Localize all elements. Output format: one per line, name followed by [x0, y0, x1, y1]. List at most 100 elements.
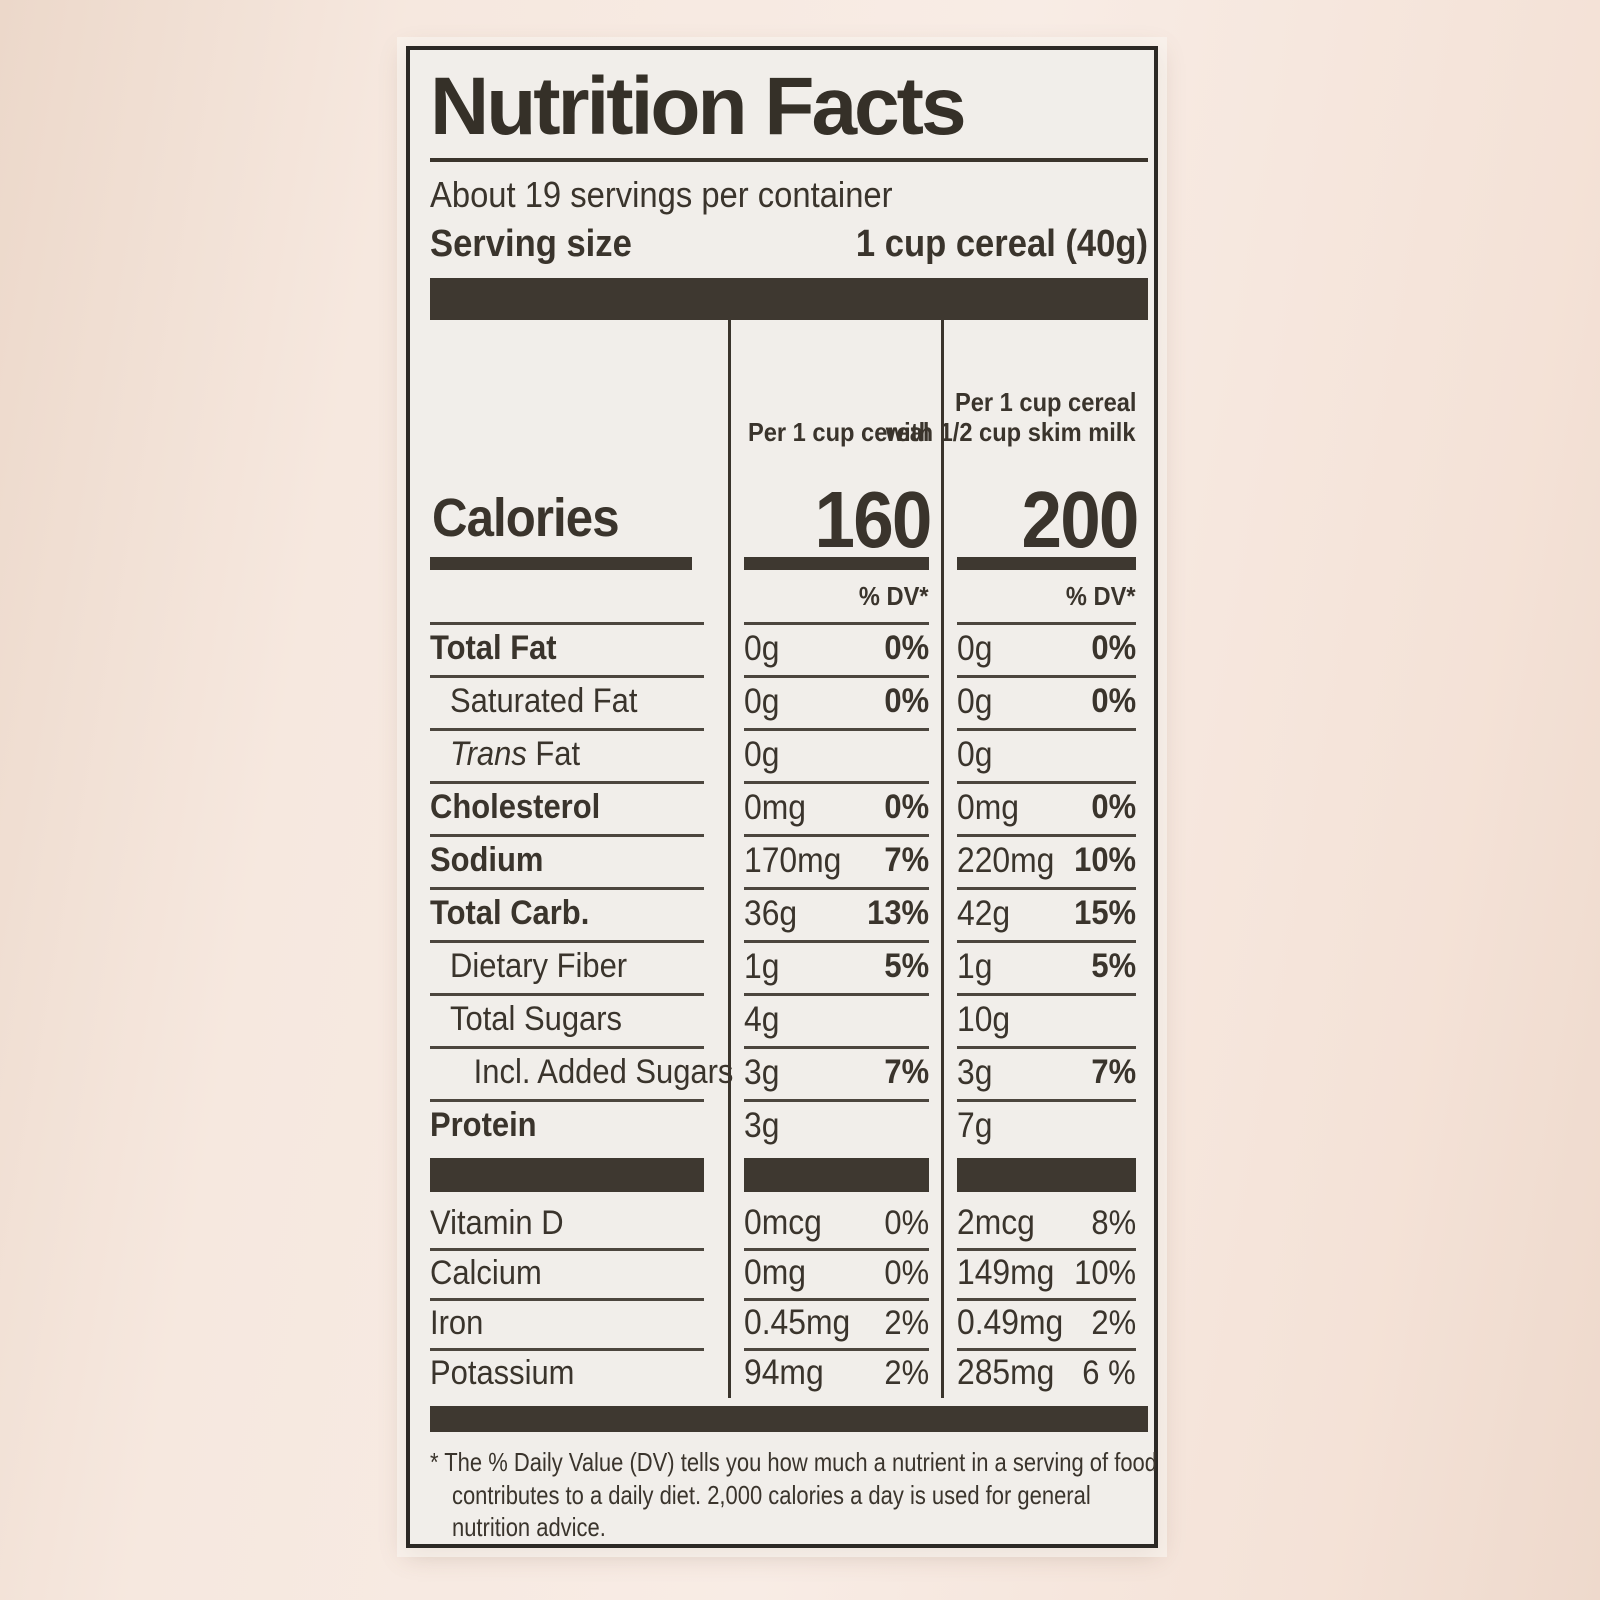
value-cell-cereal: 94mg 2%: [728, 1348, 941, 1398]
nutrient-row-name-cell: Protein: [430, 1099, 728, 1152]
value-cell-milk: 0mg 0%: [941, 781, 1148, 837]
value-cell-cereal: 3g 7%: [728, 1046, 941, 1102]
nutrient-row-name-cell: Cholesterol: [430, 781, 728, 837]
calories-milk-cell: 200: [941, 462, 1148, 570]
nutrient-name: Total Carb.: [430, 894, 590, 932]
value-cell-content: 0g: [744, 728, 929, 784]
serving-size-row: Serving size 1 cup cereal (40g): [430, 223, 1148, 266]
value-cell-content: 0mg 0%: [744, 781, 929, 837]
value-cell-content: 220mg 10%: [957, 834, 1136, 890]
amount-value: 3g: [744, 1052, 780, 1092]
value-cell-content: 0g 0%: [744, 675, 929, 731]
bottom-separator-bar: [430, 1406, 1148, 1432]
value-cell-content: 7g: [957, 1099, 1136, 1152]
value-cell-content: 4g: [744, 993, 929, 1049]
daily-value-percent: 8%: [1091, 1203, 1136, 1242]
amount-value: 0g: [957, 628, 993, 668]
value-cell-cereal: 0g 0%: [728, 622, 941, 678]
label-title: Nutrition Facts: [430, 61, 967, 152]
amount-value: 170mg: [744, 840, 842, 880]
mid-bar-name-cell: [430, 1152, 728, 1198]
name-cell-content: Trans Fat: [430, 728, 704, 784]
value-cell-content: 149mg 10%: [957, 1248, 1136, 1301]
name-cell-content: Incl. Added Sugars: [430, 1046, 733, 1102]
daily-value-percent: 2%: [884, 1303, 929, 1342]
value-cell-cereal: 1g 5%: [728, 940, 941, 996]
nutrient-row-name-cell: Sodium: [430, 834, 728, 890]
amount-value: 0g: [744, 628, 780, 668]
nutrient-row-name-cell: Potassium: [430, 1348, 728, 1398]
nutrient-name: Iron: [430, 1303, 484, 1342]
name-cell-content: Sodium: [430, 834, 704, 890]
value-cell-cereal: 0mcg 0%: [728, 1198, 941, 1251]
amount-value: 0mg: [744, 1253, 806, 1292]
mid-separator-bar: [430, 1158, 704, 1192]
mid-bar-milk-cell: [941, 1152, 1148, 1198]
value-cell-content: 2mcg 8%: [957, 1198, 1136, 1251]
amount-value: 0g: [957, 734, 993, 774]
dv-spacer-line: [430, 570, 704, 625]
daily-value-percent: 15%: [1074, 894, 1136, 932]
daily-value-percent: 13%: [867, 894, 929, 932]
nutrient-name: Total Sugars: [450, 1000, 623, 1038]
nutrient-row-name-cell: Total Fat: [430, 622, 728, 678]
value-cell-cereal: 0mg 0%: [728, 1248, 941, 1301]
value-cell-content: 1g 5%: [957, 940, 1136, 996]
value-cell-content: 3g 7%: [744, 1046, 929, 1102]
nutrient-name: Incl. Added Sugars: [473, 1053, 734, 1091]
daily-value-percent: 10%: [1074, 841, 1136, 879]
nutrient-name: Saturated Fat: [450, 682, 638, 720]
name-cell-content: Iron: [430, 1298, 704, 1351]
value-cell-content: 170mg 7%: [744, 834, 929, 890]
servings-per-container: About 19 servings per container: [430, 172, 1148, 217]
column-header-milk-line2: with 1/2 cup skim milk: [886, 417, 1136, 448]
value-cell-milk: 0g: [941, 728, 1148, 784]
amount-value: 3g: [744, 1105, 780, 1145]
amount-value: 0mg: [744, 787, 806, 827]
name-cell-content: Cholesterol: [430, 781, 704, 837]
value-cell-content: 0g 0%: [744, 622, 929, 678]
calories-underline-bar: [430, 557, 692, 570]
amount-value: 2mcg: [957, 1203, 1035, 1242]
amount-value: 0g: [744, 734, 780, 774]
title-divider: [430, 158, 1148, 162]
value-cell-milk: 42g 15%: [941, 887, 1148, 943]
dv-header-cereal: % DV*: [859, 580, 929, 611]
value-cell-cereal: 0.45mg 2%: [728, 1298, 941, 1351]
column-header-milk-line1: Per 1 cup cereal: [954, 386, 1136, 417]
value-cell-cereal: 0g: [728, 728, 941, 784]
daily-value-percent: 5%: [1091, 947, 1136, 985]
daily-value-percent: 6 %: [1082, 1353, 1136, 1392]
daily-value-percent: 2%: [1091, 1303, 1136, 1342]
daily-value-percent: 0%: [1091, 788, 1136, 826]
nutrient-row-name-cell: Iron: [430, 1298, 728, 1351]
amount-value: 1g: [744, 946, 780, 986]
value-cell-content: 285mg 6 %: [957, 1348, 1136, 1398]
daily-value-percent: 0%: [1091, 629, 1136, 667]
value-cell-milk: 1g 5%: [941, 940, 1148, 996]
nutrient-row-name-cell: Saturated Fat: [430, 675, 728, 731]
nutrient-row-name-cell: Trans Fat: [430, 728, 728, 784]
column-header-cereal: Per 1 cup cereal: [728, 320, 941, 462]
nutrient-name: Dietary Fiber: [450, 947, 628, 985]
nutrient-row-name-cell: Vitamin D: [430, 1198, 728, 1251]
name-cell-content: Total Sugars: [430, 993, 704, 1049]
amount-value: 220mg: [957, 840, 1055, 880]
calories-underline-bar: [744, 557, 929, 570]
amount-value: 0g: [957, 681, 993, 721]
daily-value-percent: 0%: [884, 682, 929, 720]
amount-value: 7g: [957, 1105, 993, 1145]
name-cell-content: Saturated Fat: [430, 675, 704, 731]
footnote: * The % Daily Value (DV) tells you how m…: [430, 1446, 1157, 1544]
nutrient-name: Total Fat: [430, 629, 557, 667]
value-cell-milk: 2mcg 8%: [941, 1198, 1148, 1251]
amount-value: 4g: [744, 999, 780, 1039]
nutrient-name: Sodium: [430, 841, 544, 879]
value-cell-cereal: 36g 13%: [728, 887, 941, 943]
daily-value-percent: 0%: [884, 1203, 929, 1242]
value-cell-milk: 285mg 6 %: [941, 1348, 1148, 1398]
mid-separator-bar: [744, 1158, 929, 1192]
amount-value: 0g: [744, 681, 780, 721]
calories-label-cell: Calories: [430, 462, 728, 570]
